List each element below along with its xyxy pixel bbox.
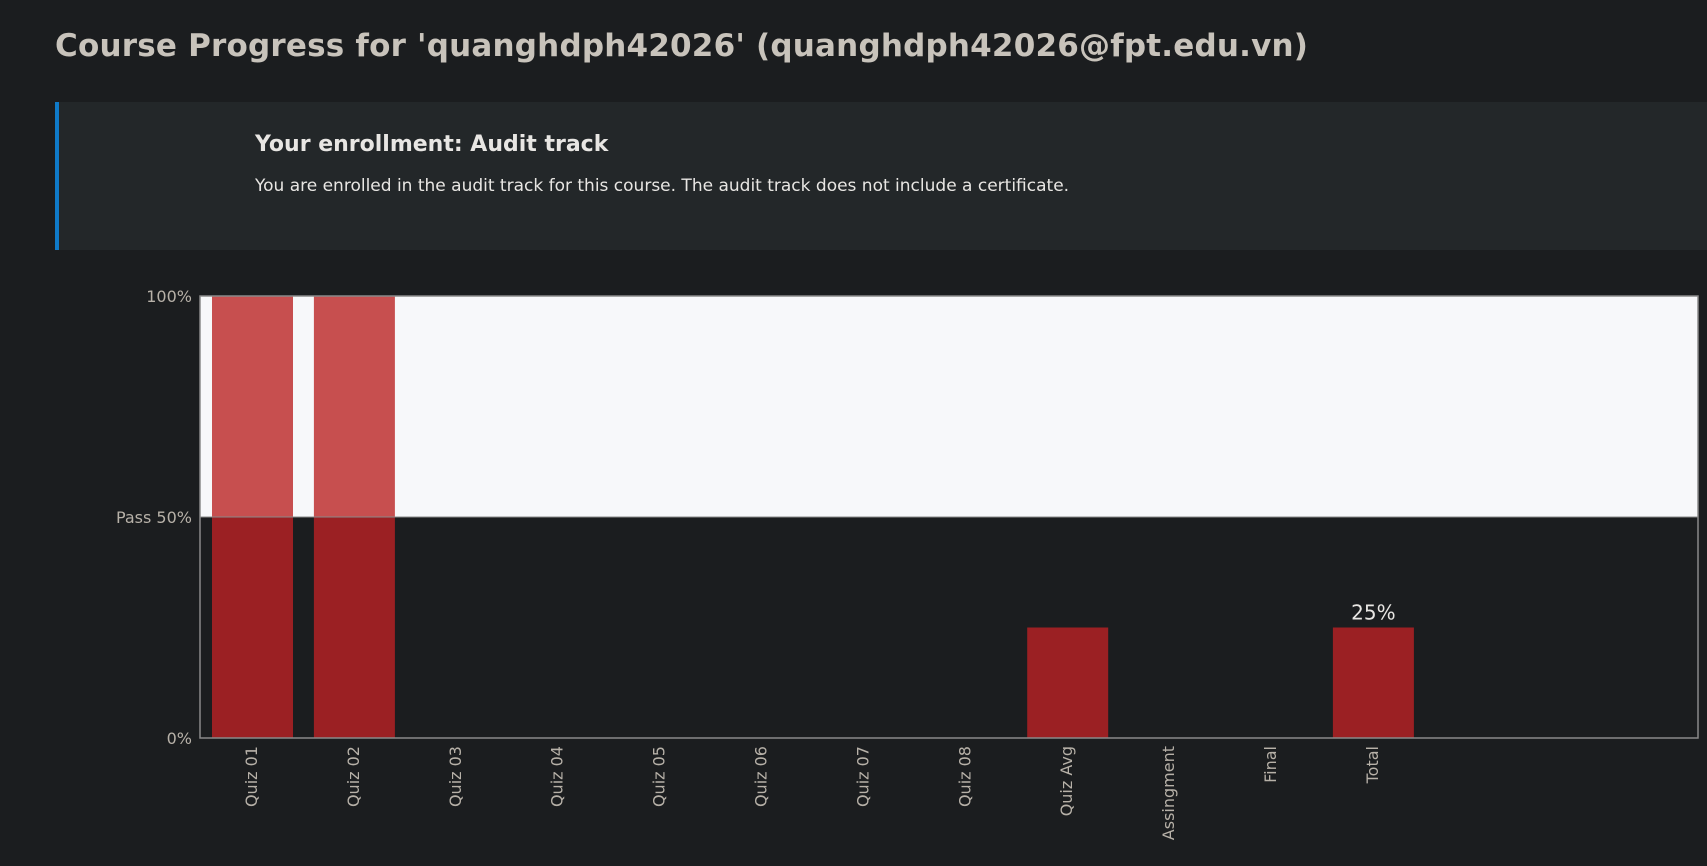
bar-quiz-avg xyxy=(1027,627,1109,738)
y-tick-label: 0% xyxy=(167,729,192,748)
x-tick-label: Quiz 03 xyxy=(446,746,465,807)
y-tick-label: 100% xyxy=(146,287,192,306)
x-tick-label: Quiz 08 xyxy=(955,746,974,807)
above-pass-band xyxy=(200,296,1698,517)
x-tick-label: Total xyxy=(1363,746,1382,784)
y-tick-label: Pass 50% xyxy=(116,508,192,527)
x-tick-label: Quiz Avg xyxy=(1057,746,1076,816)
bar-quiz-01 xyxy=(212,517,293,738)
x-tick-label: Quiz 02 xyxy=(344,746,363,807)
bar-quiz-02-above-pass xyxy=(313,296,395,517)
bar-quiz-02 xyxy=(313,517,395,738)
x-tick-label: Quiz 05 xyxy=(650,746,669,807)
plot-frame xyxy=(199,295,1699,739)
data-label: 25% xyxy=(1351,601,1395,625)
enrollment-message: You are enrolled in the audit track for … xyxy=(255,176,1070,196)
x-tick-label: Quiz 07 xyxy=(853,746,872,807)
enrollment-title: Your enrollment: Audit track xyxy=(255,132,609,157)
bar-total xyxy=(1332,627,1414,738)
bar-quiz-01-above-pass xyxy=(212,296,293,517)
x-tick-label: Final xyxy=(1261,746,1280,783)
x-tick-label: Quiz 01 xyxy=(242,746,261,807)
x-tick-label: Quiz 04 xyxy=(548,746,567,807)
x-tick-label: Assingment xyxy=(1159,746,1178,840)
enrollment-message-box: Your enrollment: Audit track You are enr… xyxy=(55,102,1707,250)
grade-chart: 100% Pass 50% 0% Quiz 01 Quiz 02 Quiz 03 Quiz … xyxy=(116,287,1699,840)
page-title: Course Progress for 'quanghdph42026' (qu… xyxy=(55,28,1309,64)
grade-chart-container: 100% Pass 50% 0% Quiz 01 Quiz 02 Quiz 03 Quiz … xyxy=(0,270,1707,866)
x-tick-label: Quiz 06 xyxy=(752,746,771,807)
below-pass-band xyxy=(200,517,1698,738)
